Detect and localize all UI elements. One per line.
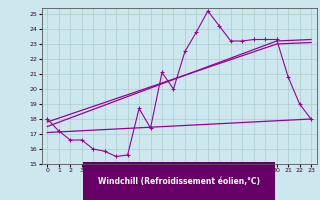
X-axis label: Windchill (Refroidissement éolien,°C): Windchill (Refroidissement éolien,°C) [98, 177, 260, 186]
